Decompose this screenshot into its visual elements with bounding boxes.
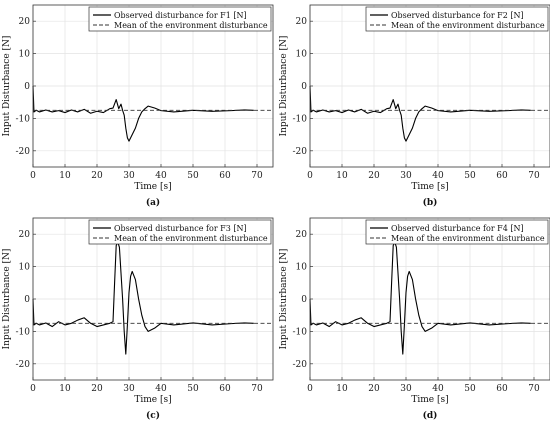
x-axis-label: Time [s]	[411, 182, 448, 192]
y-tick-label: -20	[16, 360, 31, 370]
x-axis-label: Time [s]	[134, 182, 171, 192]
subplot-2: 0 10 20 30 40 50 60 70 -20 -10 0 10 20 Time [s] Input …	[279, 4, 550, 208]
subplot-caption: (b)	[423, 197, 438, 208]
y-tick-label: -20	[16, 147, 31, 157]
x-tick-label: 10	[336, 384, 348, 394]
y-tick-label: 10	[296, 263, 308, 273]
x-tick-label: 0	[307, 384, 313, 394]
x-tick-label: 60	[496, 384, 508, 394]
y-tick-label: 0	[24, 82, 30, 92]
legend-entry-1: Observed disturbance for F4 [N]	[391, 224, 524, 233]
x-tick-label: 30	[123, 384, 135, 394]
x-tick-label: 60	[219, 384, 231, 394]
x-tick-label: 20	[368, 171, 380, 181]
y-tick-label: 10	[19, 50, 31, 60]
y-axis-label: Input Disturbance [N]	[2, 36, 12, 137]
legend-box	[88, 219, 272, 245]
x-tick-label: 30	[400, 384, 412, 394]
legend-box	[365, 6, 549, 32]
y-tick-label: -10	[16, 114, 31, 124]
x-tick-label: 40	[155, 384, 167, 394]
y-tick-label: -10	[293, 114, 308, 124]
y-tick-label: 10	[296, 50, 308, 60]
x-tick-label: 60	[219, 171, 231, 181]
x-tick-label: 70	[528, 384, 540, 394]
legend-entry-1: Observed disturbance for F2 [N]	[391, 11, 524, 20]
x-tick-label: 20	[368, 384, 380, 394]
x-tick-label: 40	[155, 171, 167, 181]
x-tick-label: 10	[59, 171, 71, 181]
y-axis-label: Input Disturbance [N]	[2, 249, 12, 350]
y-tick-label: -10	[16, 327, 31, 337]
x-tick-label: 70	[528, 171, 540, 181]
x-tick-label: 10	[336, 171, 348, 181]
legend-entry-2: Mean of the environment disturbance	[391, 234, 545, 243]
legend-entry-1: Observed disturbance for F1 [N]	[114, 11, 247, 20]
x-tick-label: 20	[91, 171, 103, 181]
x-tick-label: 20	[91, 384, 103, 394]
x-tick-label: 70	[251, 171, 263, 181]
subplot-caption: (d)	[423, 410, 438, 421]
legend-entry-1: Observed disturbance for F3 [N]	[114, 224, 247, 233]
y-tick-label: -10	[293, 327, 308, 337]
x-axis-label: Time [s]	[134, 395, 171, 405]
subplot-1: 0 10 20 30 40 50 60 70 -20 -10 0 10 20 Time [s] Input …	[2, 4, 274, 208]
x-axis-label: Time [s]	[411, 395, 448, 405]
x-tick-label: 40	[432, 171, 444, 181]
legend-entry-2: Mean of the environment disturbance	[114, 21, 268, 30]
x-tick-label: 0	[30, 171, 36, 181]
x-tick-label: 10	[59, 384, 71, 394]
legend-entry-2: Mean of the environment disturbance	[114, 234, 268, 243]
x-tick-label: 70	[251, 384, 263, 394]
x-tick-label: 0	[307, 171, 313, 181]
y-tick-label: 0	[24, 295, 30, 305]
y-tick-label: 20	[19, 17, 31, 27]
y-tick-label: 20	[19, 230, 31, 240]
y-axis-label: Input Disturbance [N]	[279, 36, 289, 137]
x-tick-label: 50	[464, 384, 476, 394]
y-tick-label: 0	[301, 82, 307, 92]
x-tick-label: 30	[123, 171, 135, 181]
y-tick-label: 0	[301, 295, 307, 305]
legend-box	[365, 219, 549, 245]
x-tick-label: 0	[30, 384, 36, 394]
x-tick-label: 40	[432, 384, 444, 394]
legend: Observed disturbance for F2 [N]Mean of t…	[365, 6, 549, 32]
y-tick-label: 10	[19, 263, 31, 273]
series-line-1	[32, 241, 254, 355]
legend: Observed disturbance for F4 [N]Mean of t…	[365, 219, 549, 245]
y-tick-label: 20	[296, 17, 308, 27]
subplot-caption: (c)	[146, 410, 160, 421]
y-tick-label: 20	[296, 230, 308, 240]
subplot-3: 0 10 20 30 40 50 60 70 -20 -10 0 10 20 Time [s] Input …	[2, 217, 274, 421]
x-tick-label: 30	[400, 171, 412, 181]
x-tick-label: 50	[187, 384, 199, 394]
x-tick-label: 50	[464, 171, 476, 181]
y-axis-label: Input Disturbance [N]	[279, 249, 289, 350]
y-tick-label: -20	[293, 147, 308, 157]
y-tick-label: -20	[293, 360, 308, 370]
x-tick-label: 50	[187, 171, 199, 181]
subplot-4: 0 10 20 30 40 50 60 70 -20 -10 0 10 20 Time [s] Input …	[279, 217, 550, 421]
x-tick-label: 60	[496, 171, 508, 181]
series-line-1	[309, 241, 531, 355]
legend: Observed disturbance for F3 [N]Mean of t…	[88, 219, 272, 245]
legend: Observed disturbance for F1 [N]Mean of t…	[88, 6, 272, 32]
subplot-caption: (a)	[146, 197, 160, 208]
legend-entry-2: Mean of the environment disturbance	[391, 21, 545, 30]
legend-box	[88, 6, 272, 32]
